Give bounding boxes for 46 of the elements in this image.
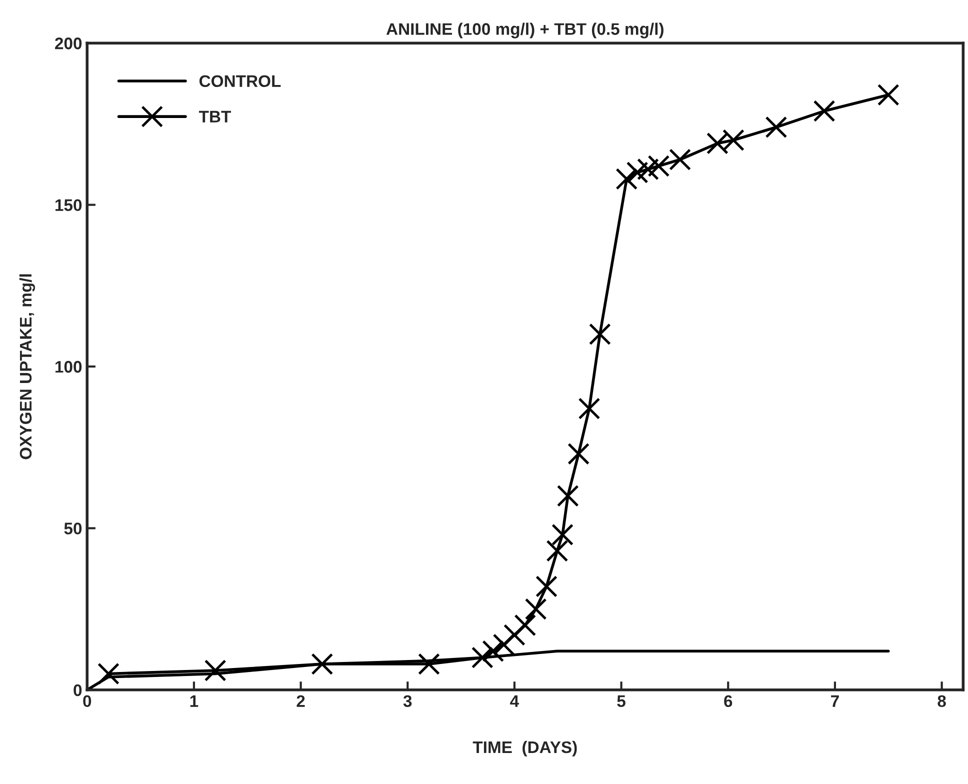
point: [311, 653, 334, 676]
x-tick-label: 3: [403, 695, 412, 708]
point: [626, 162, 648, 184]
point: [98, 662, 120, 685]
point: [706, 132, 728, 154]
x-tick-label: 0: [83, 695, 92, 708]
point: [503, 624, 526, 646]
x-tick-label: 8: [938, 695, 946, 708]
point: [648, 155, 670, 177]
point: [514, 614, 536, 636]
point: [552, 524, 574, 546]
point: [588, 323, 611, 346]
point: [637, 158, 659, 180]
x-tick-label: 1: [190, 695, 198, 707]
point: [669, 148, 692, 171]
legend-label: TBT: [198, 110, 232, 122]
point: [616, 168, 638, 190]
chart-title: ANILINE (100 mg/l) + TBT (0.5 mg/l): [386, 22, 664, 38]
y-axis-title: OXYGEN UPTAKE, mg/l: [19, 274, 36, 460]
x-axis-title: TIME (DAYS): [472, 740, 577, 756]
point: [536, 575, 558, 598]
point: [471, 646, 494, 669]
point: [877, 84, 900, 106]
point: [722, 129, 744, 152]
x-tick-label: 5: [617, 695, 626, 708]
x-tick-label: 6: [724, 695, 732, 708]
point: [568, 442, 590, 465]
x-tick-label: 7: [831, 695, 839, 707]
legend-label: CONTROL: [199, 75, 281, 88]
point: [418, 653, 440, 676]
y-tick-label: 0: [74, 684, 82, 696]
y-tick-label: 200: [55, 38, 82, 50]
point: [813, 100, 836, 122]
point: [524, 598, 547, 620]
point: [204, 660, 226, 682]
point: [765, 116, 788, 138]
point: [578, 398, 600, 420]
point: [546, 540, 568, 562]
point: [492, 634, 515, 656]
x-tick-label: 4: [510, 695, 519, 707]
y-tick-label: 150: [56, 199, 82, 212]
y-tick-label: 50: [64, 522, 82, 534]
y-tick-label: 100: [56, 360, 82, 373]
point: [556, 484, 579, 507]
x-tick-label: 2: [296, 695, 305, 707]
point: [482, 640, 504, 662]
